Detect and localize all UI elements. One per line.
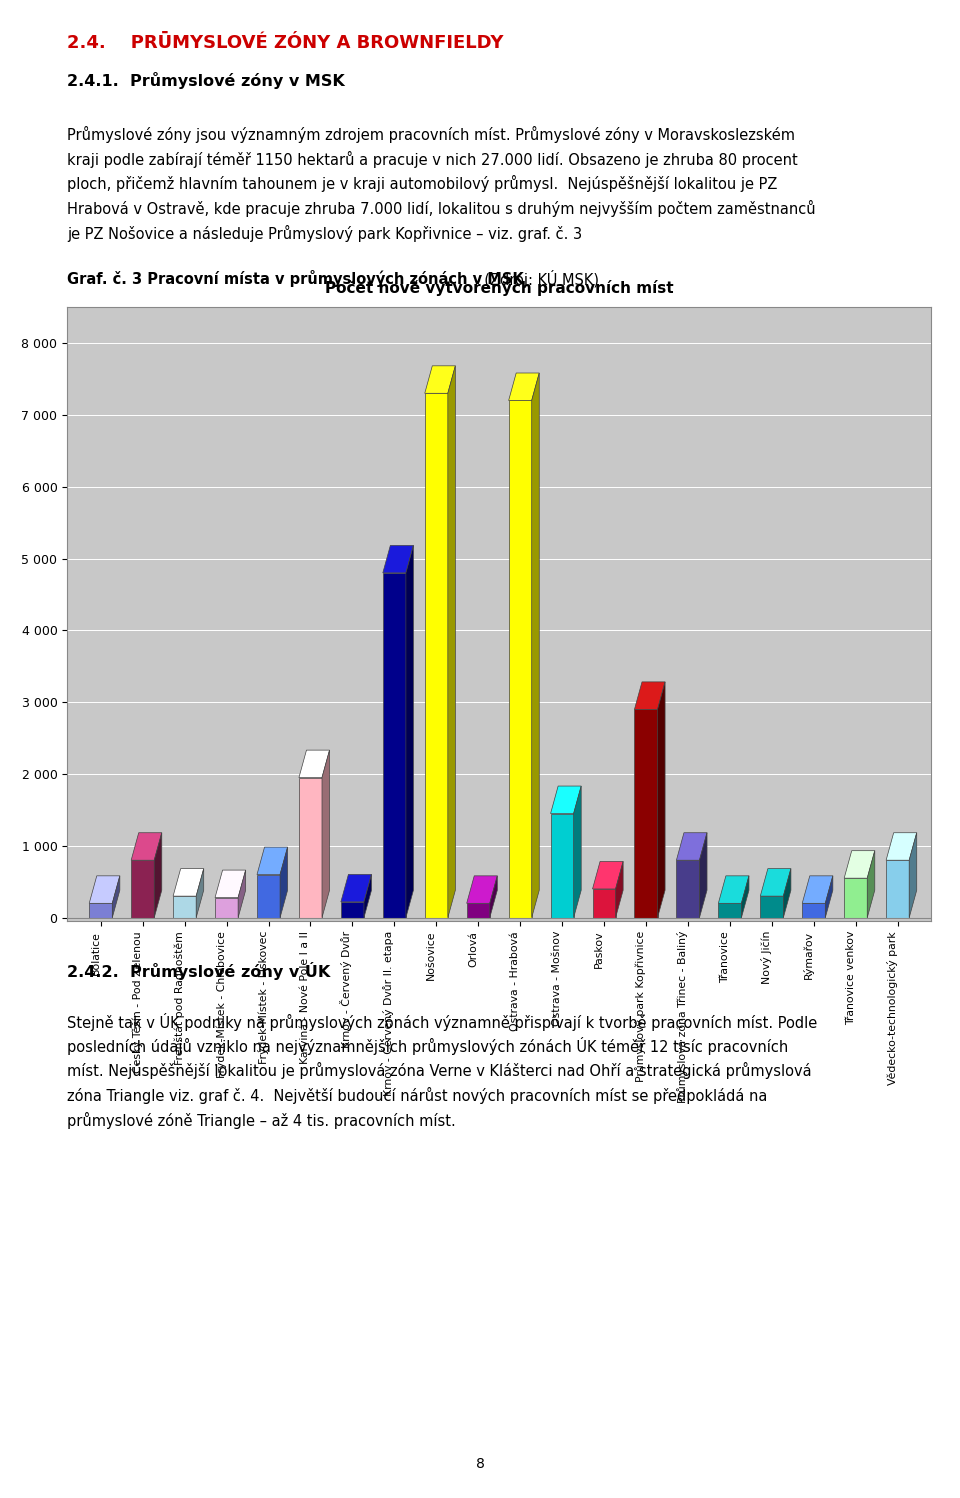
Polygon shape: [132, 833, 162, 860]
Bar: [760, 896, 783, 918]
Polygon shape: [551, 786, 581, 813]
Polygon shape: [490, 876, 497, 918]
Bar: [424, 394, 447, 918]
Polygon shape: [215, 870, 246, 897]
Polygon shape: [112, 876, 120, 918]
Bar: [215, 897, 238, 918]
Bar: [677, 860, 700, 918]
Text: 2.4.2.  Průmyslové zóny v ÚK: 2.4.2. Průmyslové zóny v ÚK: [67, 962, 330, 980]
Polygon shape: [238, 870, 246, 918]
Bar: [844, 878, 867, 918]
Bar: [257, 875, 280, 918]
Polygon shape: [173, 869, 204, 896]
Bar: [509, 400, 532, 918]
Bar: [886, 860, 909, 918]
Polygon shape: [760, 869, 791, 896]
Polygon shape: [700, 833, 707, 918]
Bar: [299, 777, 322, 918]
Polygon shape: [532, 373, 540, 918]
Polygon shape: [803, 876, 833, 903]
Polygon shape: [89, 876, 120, 903]
Text: 2.4.1.  Průmyslové zóny v MSK: 2.4.1. Průmyslové zóny v MSK: [67, 72, 345, 88]
Text: zóna Triangle viz. graf č. 4.  Největší budoucí nárůst nových pracovních míst se: zóna Triangle viz. graf č. 4. Největší b…: [67, 1088, 768, 1104]
Bar: [173, 896, 196, 918]
Bar: [635, 710, 658, 918]
Polygon shape: [886, 833, 917, 860]
Polygon shape: [867, 851, 875, 918]
Polygon shape: [257, 846, 288, 875]
Polygon shape: [424, 366, 455, 394]
Polygon shape: [909, 833, 917, 918]
Polygon shape: [615, 861, 623, 918]
Polygon shape: [718, 876, 749, 903]
Bar: [803, 903, 826, 918]
Polygon shape: [467, 876, 497, 903]
Text: 8: 8: [475, 1458, 485, 1471]
Text: průmyslové zóně Triangle – až 4 tis. pracovních míst.: průmyslové zóně Triangle – až 4 tis. pra…: [67, 1112, 456, 1128]
Polygon shape: [280, 846, 288, 918]
Text: ploch, přičemž hlavním tahounem je v kraji automobilový průmysl.  Nejúspěšnější : ploch, přičemž hlavním tahounem je v kra…: [67, 175, 778, 192]
Bar: [592, 888, 615, 918]
Polygon shape: [844, 851, 875, 878]
Text: Hrabová v Ostravě, kde pracuje zhruba 7.000 lidí, lokalitou s druhým nejvyšším p: Hrabová v Ostravě, kde pracuje zhruba 7.…: [67, 199, 816, 217]
Polygon shape: [196, 869, 204, 918]
Text: Graf. č. 3 Pracovní místa v průmyslových zónách v MSK: Graf. č. 3 Pracovní místa v průmyslových…: [67, 270, 524, 286]
Bar: [551, 813, 574, 918]
Text: posledních údajů vzniklo na nejvýznamnějších průmyslových zónách ÚK téměř 12 tis: posledních údajů vzniklo na nejvýznamněj…: [67, 1037, 788, 1056]
Text: Průmyslové zóny jsou významným zdrojem pracovních míst. Průmyslové zóny v Moravs: Průmyslové zóny jsou významným zdrojem p…: [67, 126, 795, 142]
Text: je PZ Nošovice a následuje Průmyslový park Kopřivnice – viz. graf. č. 3: je PZ Nošovice a následuje Průmyslový pa…: [67, 225, 583, 241]
Bar: [383, 572, 406, 918]
Polygon shape: [574, 786, 581, 918]
Polygon shape: [677, 833, 707, 860]
Polygon shape: [826, 876, 833, 918]
Polygon shape: [447, 366, 455, 918]
Polygon shape: [322, 750, 329, 918]
Bar: [467, 903, 490, 918]
Bar: [132, 860, 155, 918]
Text: 2.4.    PRŪMYSLOVÉ ZÓNY A BROWNFIELDY: 2.4. PRŪMYSLOVÉ ZÓNY A BROWNFIELDY: [67, 34, 504, 52]
Text: kraji podle zabírají téměř 1150 hektarů a pracuje v nich 27.000 lidí. Obsazeno j: kraji podle zabírají téměř 1150 hektarů …: [67, 151, 798, 168]
Polygon shape: [406, 545, 414, 918]
Bar: [341, 902, 364, 918]
Polygon shape: [783, 869, 791, 918]
Text: míst. Nejúspěšnější lokalitou je průmyslová zóna Verne v Klášterci nad Ohří a st: míst. Nejúspěšnější lokalitou je průmysl…: [67, 1062, 812, 1079]
Polygon shape: [299, 750, 329, 777]
Title: Počet nově vytvořených pracovních míst: Počet nově vytvořených pracovních míst: [324, 280, 674, 297]
Text: (Zdroj: KÚ MSK): (Zdroj: KÚ MSK): [475, 270, 599, 288]
Polygon shape: [155, 833, 162, 918]
Bar: [718, 903, 741, 918]
Polygon shape: [364, 875, 372, 918]
Polygon shape: [592, 861, 623, 888]
Polygon shape: [341, 875, 372, 902]
Polygon shape: [741, 876, 749, 918]
Bar: [89, 903, 112, 918]
Polygon shape: [658, 682, 665, 918]
Polygon shape: [509, 373, 540, 400]
Text: Stejně tak v ÚK podniky na průmyslových zónách významně přispívají k tvorbě prac: Stejně tak v ÚK podniky na průmyslových …: [67, 1013, 818, 1031]
Polygon shape: [635, 682, 665, 710]
Polygon shape: [383, 545, 414, 572]
